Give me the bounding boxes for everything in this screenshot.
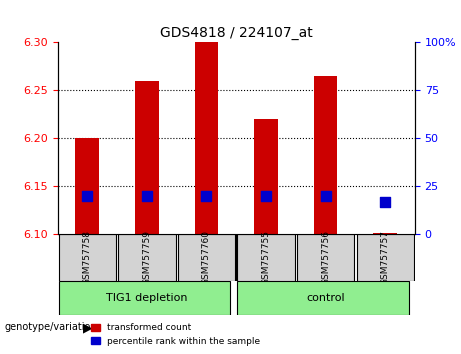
Point <box>84 193 91 199</box>
Bar <box>195 42 219 234</box>
Text: GSM757760: GSM757760 <box>202 230 211 285</box>
Text: GSM757755: GSM757755 <box>261 230 271 285</box>
Text: control: control <box>306 293 345 303</box>
FancyBboxPatch shape <box>237 280 409 315</box>
Point <box>381 199 389 205</box>
Point <box>203 193 210 199</box>
Point <box>143 193 151 199</box>
FancyBboxPatch shape <box>297 234 354 280</box>
Point <box>322 193 329 199</box>
Bar <box>135 81 159 234</box>
Text: TIG1 depletion: TIG1 depletion <box>106 293 188 303</box>
Bar <box>76 138 99 234</box>
FancyBboxPatch shape <box>356 234 414 280</box>
Point <box>262 193 270 199</box>
Text: GSM757759: GSM757759 <box>142 230 152 285</box>
FancyBboxPatch shape <box>178 234 235 280</box>
FancyBboxPatch shape <box>59 280 230 315</box>
Text: GSM757757: GSM757757 <box>381 230 390 285</box>
FancyBboxPatch shape <box>237 234 295 280</box>
Text: genotype/variation: genotype/variation <box>5 322 97 332</box>
Bar <box>373 233 397 234</box>
Text: GSM757756: GSM757756 <box>321 230 330 285</box>
Text: GSM757758: GSM757758 <box>83 230 92 285</box>
Legend: transformed count, percentile rank within the sample: transformed count, percentile rank withi… <box>88 320 264 349</box>
FancyBboxPatch shape <box>118 234 176 280</box>
FancyBboxPatch shape <box>59 234 116 280</box>
Text: ▶: ▶ <box>83 321 93 334</box>
Title: GDS4818 / 224107_at: GDS4818 / 224107_at <box>160 26 313 40</box>
Bar <box>313 76 337 234</box>
Bar <box>254 119 278 234</box>
